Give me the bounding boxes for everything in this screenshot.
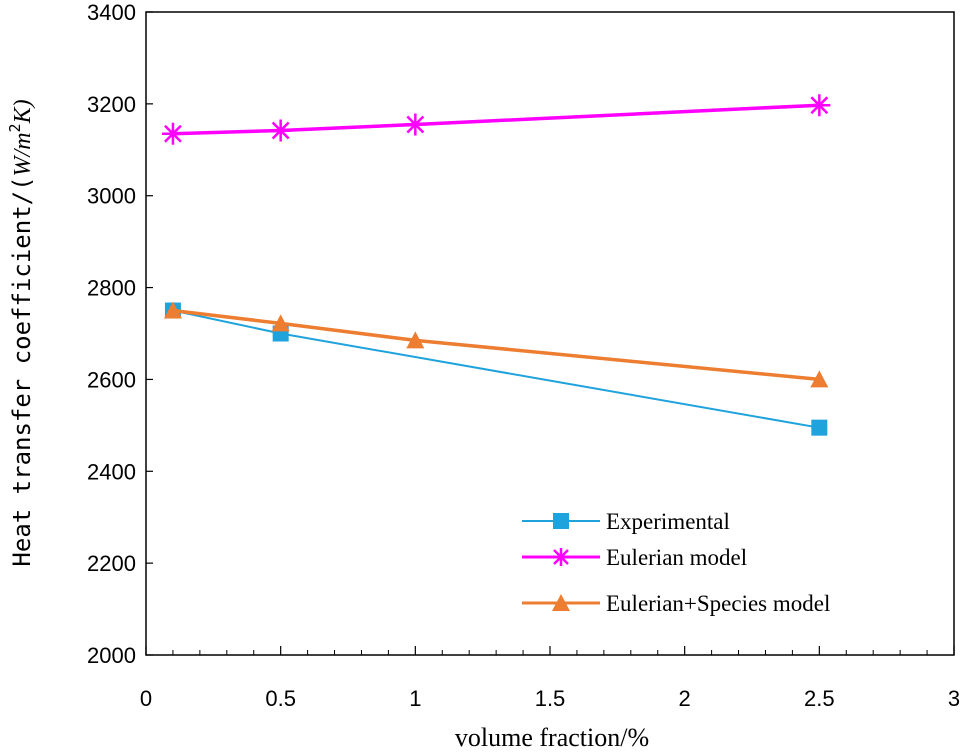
y-tick-label: 3200 <box>87 92 136 117</box>
x-tick-label: 0 <box>140 686 152 711</box>
legend-label-experimental: Experimental <box>606 509 730 534</box>
x-axis-title: volume fraction/% <box>455 723 649 752</box>
legend-marker-eulerian-species <box>552 594 570 611</box>
y-axis-title-exponent: 2 <box>6 123 24 132</box>
y-tick-label: 3400 <box>87 0 136 25</box>
y-tick-label: 3000 <box>87 184 136 209</box>
data-point <box>271 314 290 332</box>
series-layer <box>161 94 831 436</box>
y-axis-title-unit-end: K) <box>10 99 36 124</box>
legend-label-eulerian: Eulerian model <box>606 545 747 570</box>
x-axis: 0 0.5 1 1.5 2 2.5 3 <box>140 646 960 711</box>
data-point <box>811 419 828 436</box>
legend: Experimental Eulerian model Eulerian+Spe… <box>522 509 830 616</box>
data-point <box>269 119 292 142</box>
legend-marker-experimental <box>553 513 569 529</box>
data-point <box>810 370 829 388</box>
x-tick-label: 1.5 <box>535 686 566 711</box>
y-tick-label: 2400 <box>87 459 136 484</box>
data-point <box>161 122 184 145</box>
x-tick-label: 2 <box>679 686 691 711</box>
x-minor-ticks <box>172 650 928 655</box>
y-axis-title-main: Heat transfer coefficient/( <box>8 176 36 566</box>
y-tick-label: 2000 <box>87 643 136 668</box>
series-eulerian-model <box>161 94 831 145</box>
y-tick-label: 2600 <box>87 367 136 392</box>
series-eulerian-species-model <box>163 301 829 388</box>
legend-label-eulerian-species: Eulerian+Species model <box>606 591 830 616</box>
x-tick-label: 1 <box>409 686 421 711</box>
series-line <box>172 308 820 382</box>
x-tick-label: 0.5 <box>265 686 296 711</box>
y-axis: 2000 2200 2400 2600 2800 3000 3200 3400 <box>87 0 153 668</box>
y-tick-label: 2800 <box>87 276 136 301</box>
y-axis-title-unit: W/m <box>10 132 36 176</box>
y-axis-title: Heat transfer coefficient/(W/m2K) <box>6 99 36 566</box>
y-tick-label: 2200 <box>87 551 136 576</box>
x-tick-label: 2.5 <box>804 686 835 711</box>
data-point <box>406 331 425 349</box>
data-point <box>163 301 182 319</box>
legend-marker-eulerian <box>552 548 570 566</box>
data-point <box>404 113 427 136</box>
data-point <box>808 94 831 117</box>
x-tick-label: 3 <box>948 686 960 711</box>
series-line <box>172 103 820 136</box>
